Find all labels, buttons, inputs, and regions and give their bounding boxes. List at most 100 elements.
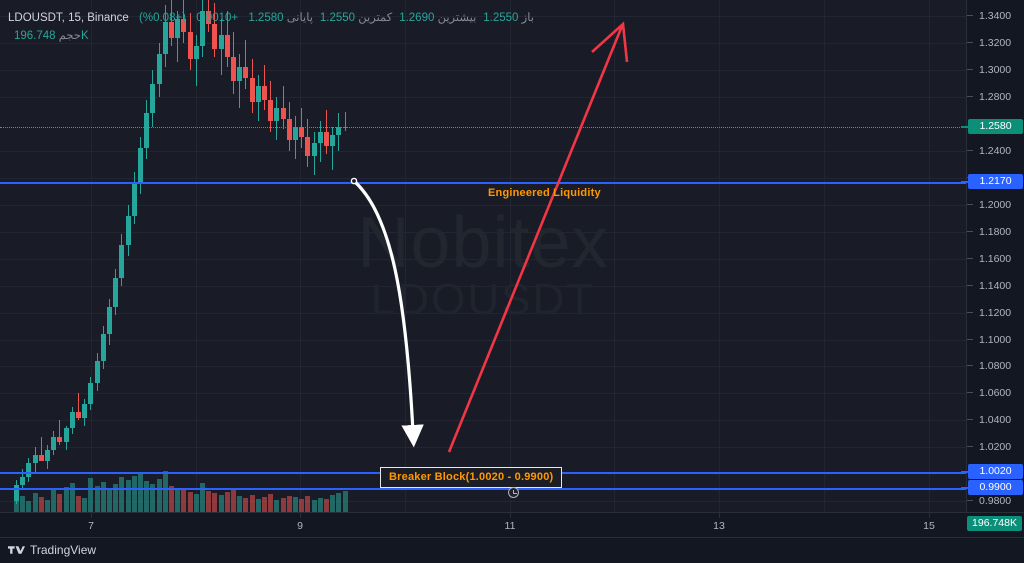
candle-wick: [326, 110, 327, 154]
volume-bar: [249, 494, 255, 512]
candle-body: [305, 137, 311, 157]
candle-body: [218, 35, 224, 49]
volume-bar: [317, 497, 323, 512]
candle-wick: [239, 53, 241, 108]
volume-bar: [156, 478, 162, 512]
candle-body: [193, 45, 199, 60]
volume-bar: [255, 498, 261, 512]
price-axis-badge-09900[interactable]: 0.9900: [968, 480, 1023, 496]
candle-body: [237, 67, 243, 81]
price-axis-tick: 1.0200: [979, 441, 1012, 454]
time-axis-tick-mark: [719, 513, 720, 518]
volume-bar: [57, 493, 63, 512]
candle-wick: [78, 393, 79, 421]
gridline-horizontal: [0, 420, 966, 421]
volume-bar: [175, 489, 181, 512]
gridline-vertical: [510, 0, 511, 512]
price-axis-badge-12580[interactable]: 1.2580: [968, 119, 1023, 135]
engineered-liquidity-label[interactable]: Engineered Liquidity: [488, 186, 601, 199]
volume-bar: [63, 487, 69, 512]
price-level-line-liquidity[interactable]: [0, 182, 966, 184]
gridline-horizontal: [0, 16, 966, 17]
candle-body: [150, 83, 156, 114]
candle-body: [311, 142, 317, 157]
candle-body: [63, 428, 69, 442]
candle-body: [107, 307, 112, 335]
candle-body: [274, 107, 280, 122]
price-axis-tick: 1.0800: [979, 360, 1012, 373]
volume-bar: [38, 497, 44, 512]
candle-body: [162, 21, 168, 54]
candle-body: [88, 382, 94, 405]
candle-body: [249, 78, 255, 103]
gridline-vertical: [196, 0, 197, 512]
tradingview-logo-icon: [8, 546, 25, 554]
volume-bar: [262, 496, 267, 512]
candle-body: [45, 450, 50, 461]
time-axis-tick-mark: [510, 513, 511, 518]
time-axis-tick: 9: [297, 520, 303, 532]
volume-bar: [131, 476, 137, 512]
price-axis-tick-mark: [967, 203, 973, 205]
price-axis-badge-pointer: [961, 486, 968, 489]
price-level-line-breaker-bottom[interactable]: [0, 488, 966, 490]
candle-body: [125, 215, 131, 246]
price-axis-tick-mark: [967, 149, 973, 151]
price-axis-badge-10020[interactable]: 1.0020: [968, 464, 1023, 480]
volume-bar: [212, 493, 218, 512]
volume-axis-badge: 196.748K: [967, 516, 1022, 531]
volume-bar: [26, 501, 32, 512]
candle-body: [100, 334, 106, 362]
volume-bar: [342, 490, 348, 512]
breaker-block-label[interactable]: Breaker Block(1.0020 - 0.9900): [380, 467, 563, 489]
candle-body: [280, 107, 286, 119]
candle-body: [69, 412, 75, 429]
symbol-watermark: LDOUSDT: [370, 275, 596, 324]
volume-bar: [144, 481, 150, 512]
price-axis-tick-mark: [967, 15, 973, 17]
clock-icon: [508, 487, 519, 498]
gridline-horizontal: [0, 340, 966, 341]
candle-body: [32, 455, 38, 464]
candle-body: [212, 24, 218, 49]
candle-wick: [332, 126, 334, 170]
volume-bar: [293, 497, 298, 512]
volume-bar: [280, 498, 286, 512]
candle-body: [38, 455, 44, 461]
volume-bar: [119, 477, 125, 512]
price-axis-tick: 0.9800: [979, 495, 1012, 508]
candle-body: [76, 412, 81, 418]
candle-body: [51, 436, 57, 451]
clock-hand-hour-icon: [513, 492, 517, 494]
price-axis-tick: 1.2000: [979, 198, 1012, 211]
candle-body: [20, 476, 26, 486]
tradingview-label: TradingView: [30, 543, 97, 557]
volume-bar: [299, 499, 305, 512]
candle-body: [262, 86, 267, 100]
candle-body: [317, 132, 323, 143]
volume-bar: [200, 482, 205, 512]
volume-bar: [330, 495, 336, 512]
price-axis-badge-12170[interactable]: 1.2170: [968, 174, 1023, 190]
volume-bar: [94, 485, 100, 512]
candle-body: [268, 99, 274, 122]
candle-body: [131, 183, 137, 216]
price-axis[interactable]: 1.34001.32001.30001.28001.24001.22001.20…: [961, 0, 1024, 512]
time-axis-tick: 15: [923, 520, 935, 532]
time-axis-tick: 11: [504, 520, 516, 532]
time-axis-tick: 7: [88, 520, 94, 532]
volume-bar: [32, 492, 38, 512]
candle-body: [286, 118, 292, 141]
candle-wick: [344, 111, 346, 131]
gridline-vertical: [929, 0, 930, 512]
candle-body: [324, 132, 329, 146]
price-axis-tick: 1.1400: [979, 279, 1012, 292]
time-axis-tick: 13: [713, 520, 725, 532]
candle-body: [243, 67, 249, 79]
time-axis[interactable]: 196.748K 7911131517192104:00: [0, 512, 1024, 538]
tradingview-brand[interactable]: TradingView: [8, 543, 96, 557]
time-axis-tick-mark: [929, 513, 930, 518]
candle-body: [255, 86, 261, 103]
gridline-horizontal: [0, 151, 966, 152]
chart-plot-area[interactable]: Nobitex LDOUSDT Engineered Liquidity Bre…: [0, 0, 966, 512]
